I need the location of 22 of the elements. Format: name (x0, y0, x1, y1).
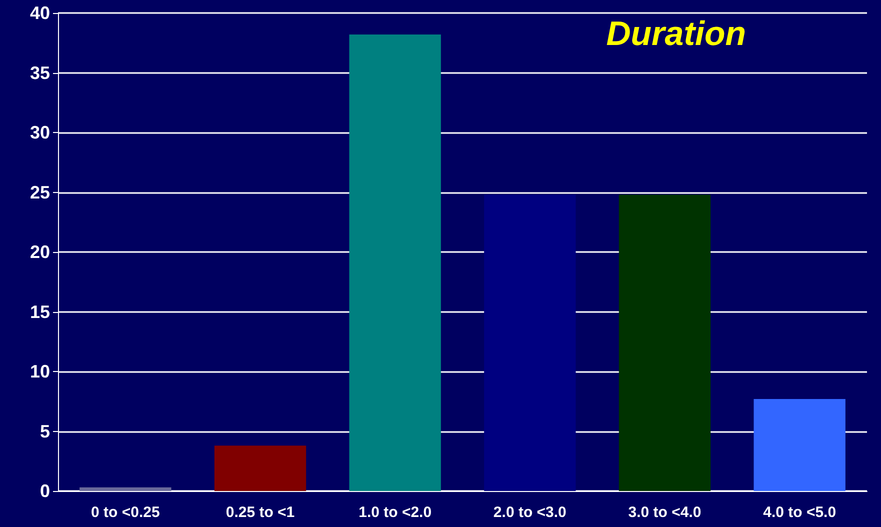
bar (80, 487, 172, 491)
x-tick-label: 0 to <0.25 (91, 504, 160, 521)
x-tick-label: 0.25 to <1 (226, 504, 295, 521)
bar (618, 194, 711, 491)
x-tick-label: 4.0 to <5.0 (763, 504, 836, 521)
y-tick-label: 20 (30, 242, 50, 262)
y-tick-label: 25 (30, 182, 50, 202)
x-tick-label: 3.0 to <4.0 (628, 504, 702, 521)
y-tick-label: 15 (30, 302, 50, 322)
y-tick-label: 30 (30, 122, 50, 142)
bar (484, 194, 576, 491)
bar (214, 446, 306, 491)
y-tick-label: 40 (30, 3, 50, 23)
chart-title: Duration (606, 15, 746, 53)
y-tick-label: 35 (30, 62, 50, 83)
y-tick-label: 5 (40, 421, 50, 442)
bar (349, 34, 441, 491)
y-tick-label: 10 (30, 362, 50, 382)
x-tick-label: 2.0 to <3.0 (493, 504, 566, 521)
bar (754, 398, 846, 491)
y-tick-label: 0 (40, 481, 50, 501)
x-tick-label: 1.0 to <2.0 (358, 504, 432, 521)
